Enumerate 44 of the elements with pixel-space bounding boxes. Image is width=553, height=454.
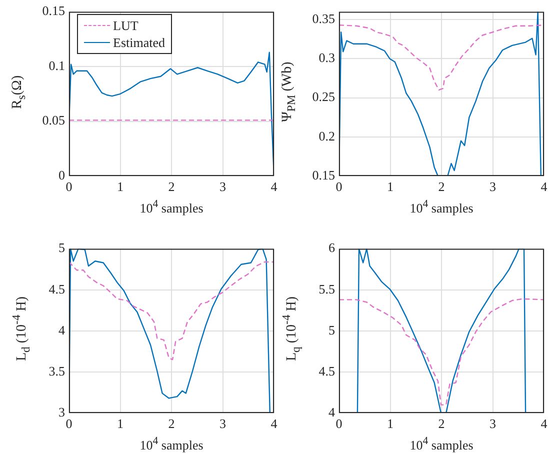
- x-tick-label: 2: [168, 179, 175, 194]
- y-tick-label: 0.35: [312, 11, 335, 26]
- line-series: [339, 24, 544, 91]
- y-tick-label: 5: [328, 322, 335, 338]
- x-tick-label: 3: [490, 416, 496, 432]
- x-axis-title: 10$^{4}$ samples: [138, 435, 204, 454]
- y-tick-label: 5.5: [318, 281, 335, 296]
- legend-label: Estimated: [113, 34, 165, 51]
- y-tick-label: 0.1: [48, 58, 65, 73]
- x-axis-title: 10$^{4}$ samples: [408, 198, 474, 216]
- line-series: [69, 261, 274, 360]
- x-tick-label: 4: [540, 416, 548, 432]
- line-series: [339, 298, 544, 406]
- x-tick-label: 3: [220, 179, 226, 194]
- x-axis-title: 10$^{4}$ samples: [138, 198, 204, 216]
- y-tick-label: 4: [328, 404, 336, 420]
- x-tick-label: 2: [438, 179, 445, 194]
- y-tick-label: 0.3: [318, 50, 335, 66]
- x-tick-label: 1: [387, 179, 394, 194]
- x-tick-label: 1: [387, 416, 394, 432]
- y-tick-label: 0.15: [42, 3, 65, 18]
- x-tick-label: 3: [220, 416, 226, 432]
- y-tick-label: 5: [58, 240, 65, 256]
- x-tick-label: 1: [117, 179, 124, 194]
- y-tick-label: 4.5: [318, 363, 335, 378]
- x-tick-label: 3: [490, 179, 496, 194]
- y-tick-label: 3.5: [48, 363, 65, 378]
- y-tick-label: 4.5: [48, 281, 65, 296]
- y-tick-label: 0.05: [42, 112, 65, 128]
- x-tick-label: 1: [117, 416, 124, 432]
- x-tick-label: 2: [438, 416, 445, 432]
- legend-label: LUT: [113, 17, 138, 34]
- y-tick-label: 6: [328, 240, 336, 256]
- x-tick-label: 4: [540, 179, 548, 194]
- y-tick-label: 0.2: [318, 128, 335, 144]
- y-tick-label: 0.25: [312, 89, 335, 104]
- y-tick-label: 3: [58, 404, 65, 420]
- x-tick-label: 4: [270, 179, 278, 194]
- y-tick-label: 0: [58, 167, 65, 182]
- y-tick-label: 4: [58, 322, 66, 338]
- x-tick-label: 2: [168, 416, 175, 432]
- x-axis-title: 10$^{4}$ samples: [408, 435, 474, 454]
- x-tick-label: 4: [270, 416, 278, 432]
- y-tick-label: 0.15: [312, 167, 335, 182]
